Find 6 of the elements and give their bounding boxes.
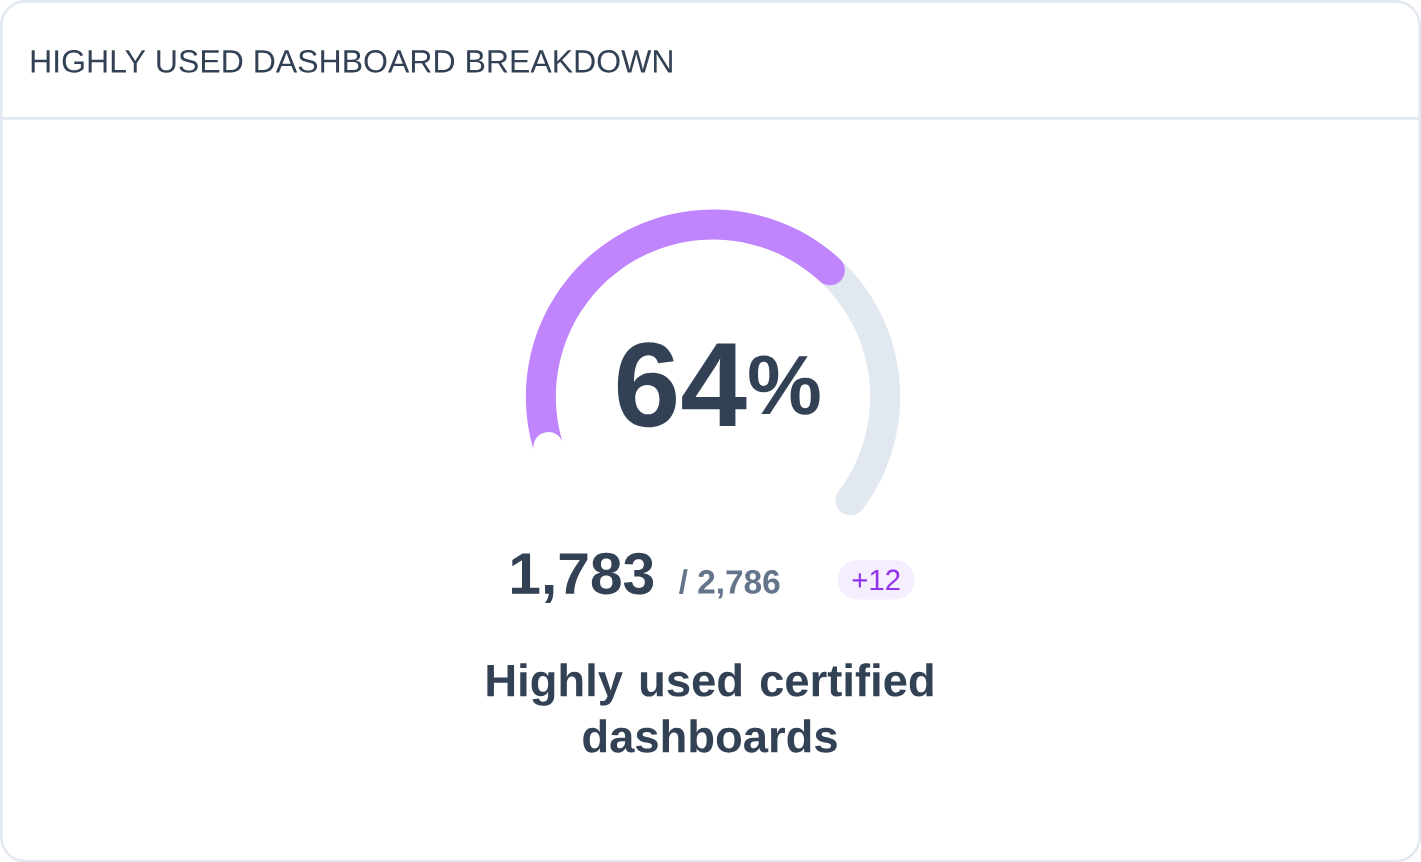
chart-title: HIGHLY USED DASHBOARD BREAKDOWN <box>31 49 672 73</box>
data-label: 64$^{%}$ <box>617 341 820 427</box>
text: 1,783 <box>512 552 654 603</box>
text: Highly used certified dashboards <box>487 663 933 753</box>
text: / 2,786 <box>679 568 780 599</box>
text: +12 <box>852 569 900 590</box>
